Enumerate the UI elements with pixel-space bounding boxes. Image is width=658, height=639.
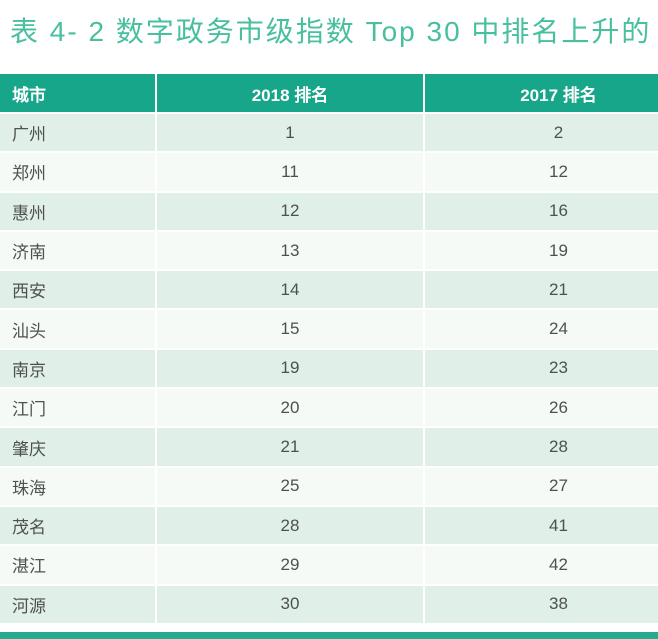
rank-2017-cell: 42 xyxy=(423,546,658,584)
city-cell: 郑州 xyxy=(0,153,155,191)
rank-2018-cell: 19 xyxy=(155,349,423,388)
city-cell: 南京 xyxy=(0,349,155,388)
city-cell: 江门 xyxy=(0,389,155,427)
rank-2017-cell: 19 xyxy=(423,231,658,270)
rank-2017-cell: 24 xyxy=(423,310,658,348)
city-cell: 珠海 xyxy=(0,467,155,505)
table-row: 江门 20 26 xyxy=(0,389,658,427)
rank-2018-cell: 25 xyxy=(155,467,423,505)
rank-2017-cell: 26 xyxy=(423,389,658,427)
city-cell: 肇庆 xyxy=(0,428,155,466)
column-header-city: 城市 xyxy=(0,74,155,112)
column-header-rank-2018: 2018 排名 xyxy=(155,74,423,112)
table-row: 珠海 25 27 xyxy=(0,467,658,505)
rank-2018-cell: 13 xyxy=(155,231,423,270)
rank-2017-cell: 23 xyxy=(423,349,658,388)
table-body: 广州 1 2 郑州 11 12 惠州 12 16 济南 13 19 西安 xyxy=(0,114,658,623)
city-cell: 河源 xyxy=(0,585,155,623)
bottom-accent-bar xyxy=(0,632,658,639)
rank-2017-cell: 2 xyxy=(423,114,658,152)
rank-2018-cell: 20 xyxy=(155,389,423,427)
column-header-rank-2017: 2017 排名 xyxy=(423,74,658,112)
city-cell: 广州 xyxy=(0,114,155,152)
city-cell: 汕头 xyxy=(0,310,155,348)
table-row: 广州 1 2 xyxy=(0,114,658,152)
rank-2018-cell: 12 xyxy=(155,192,423,230)
rank-2018-cell: 28 xyxy=(155,506,423,545)
rank-2017-cell: 21 xyxy=(423,271,658,309)
table-row: 汕头 15 24 xyxy=(0,310,658,348)
rank-2018-cell: 30 xyxy=(155,585,423,623)
rank-2017-cell: 38 xyxy=(423,585,658,623)
city-cell: 湛江 xyxy=(0,546,155,584)
table-row: 茂名 28 41 xyxy=(0,506,658,545)
rank-2018-cell: 21 xyxy=(155,428,423,466)
city-cell: 西安 xyxy=(0,271,155,309)
rank-2018-cell: 14 xyxy=(155,271,423,309)
rank-2017-cell: 27 xyxy=(423,467,658,505)
rank-2017-cell: 28 xyxy=(423,428,658,466)
table-row: 肇庆 21 28 xyxy=(0,428,658,466)
rank-2017-cell: 12 xyxy=(423,153,658,191)
rank-2017-cell: 16 xyxy=(423,192,658,230)
table-row: 郑州 11 12 xyxy=(0,153,658,191)
table-row: 惠州 12 16 xyxy=(0,192,658,230)
rank-2017-cell: 41 xyxy=(423,506,658,545)
rank-2018-cell: 15 xyxy=(155,310,423,348)
rank-2018-cell: 11 xyxy=(155,153,423,191)
table-caption: 表 4- 2 数字政务市级指数 Top 30 中排名上升的 xyxy=(10,16,652,47)
city-cell: 茂名 xyxy=(0,506,155,545)
table-header-row: 城市 2018 排名 2017 排名 xyxy=(0,74,658,112)
table-row: 济南 13 19 xyxy=(0,231,658,270)
city-cell: 惠州 xyxy=(0,192,155,230)
table-row: 湛江 29 42 xyxy=(0,546,658,584)
ranking-table: 城市 2018 排名 2017 排名 广州 1 2 郑州 11 12 惠州 12… xyxy=(0,74,658,623)
table-row: 西安 14 21 xyxy=(0,271,658,309)
rank-2018-cell: 29 xyxy=(155,546,423,584)
city-cell: 济南 xyxy=(0,231,155,270)
table-row: 南京 19 23 xyxy=(0,349,658,388)
rank-2018-cell: 1 xyxy=(155,114,423,152)
table-row: 河源 30 38 xyxy=(0,585,658,623)
